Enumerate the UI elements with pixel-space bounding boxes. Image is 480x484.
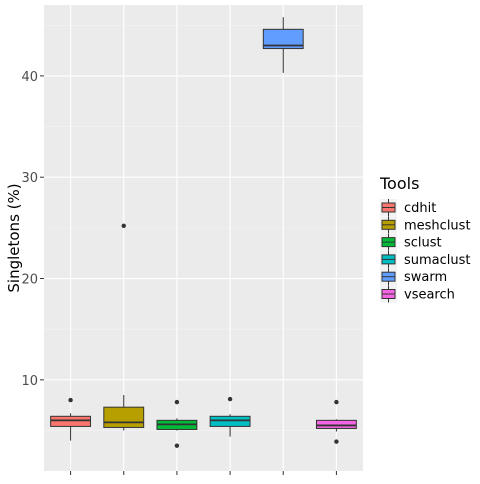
outlier-point bbox=[334, 399, 339, 405]
outlier-point bbox=[174, 399, 180, 405]
legend-label: swarm bbox=[404, 270, 447, 285]
legend-label: sumaclust bbox=[404, 253, 471, 268]
box-iqr bbox=[209, 415, 251, 427]
y-tick-label: 30 bbox=[21, 171, 38, 186]
legend-item-meshclust: meshclust bbox=[380, 216, 471, 234]
y-axis-label: Singletons (%) bbox=[5, 183, 23, 292]
legend-item-cdhit: cdhit bbox=[380, 199, 436, 216]
legend-item-vsearch: vsearch bbox=[380, 285, 455, 303]
legend-label: cdhit bbox=[404, 201, 436, 216]
legend-label: meshclust bbox=[404, 218, 471, 233]
outlier-point bbox=[334, 439, 339, 444]
axis-layer: 10 20 30 40 bbox=[21, 70, 337, 475]
y-tick-label: 40 bbox=[21, 70, 38, 85]
legend-item-sumaclust: sumaclust bbox=[380, 250, 471, 268]
box-meshclust bbox=[103, 223, 145, 431]
legend-item-swarm: swarm bbox=[380, 268, 447, 286]
box-sumaclust bbox=[209, 396, 251, 437]
legend-label: vsearch bbox=[404, 288, 455, 303]
box-iqr bbox=[50, 415, 92, 427]
outlier-point bbox=[68, 397, 73, 403]
box-vsearch bbox=[315, 399, 357, 444]
legend: Tools cdhit meshclust sclust sumaclust swarm… bbox=[379, 174, 471, 303]
outlier-point bbox=[174, 443, 180, 448]
box-cdhit bbox=[50, 397, 92, 441]
box-swarm bbox=[262, 17, 304, 73]
grid-layer bbox=[44, 5, 363, 471]
box-sclust bbox=[156, 399, 198, 448]
panel-background bbox=[44, 5, 363, 471]
outlier-point bbox=[121, 223, 126, 229]
box-iqr bbox=[103, 406, 145, 428]
legend-label: sclust bbox=[404, 236, 442, 251]
y-tick-label: 10 bbox=[21, 374, 38, 389]
box-layer bbox=[50, 17, 357, 448]
legend-item-sclust: sclust bbox=[380, 233, 442, 251]
outlier-point bbox=[227, 396, 233, 402]
legend-title: Tools bbox=[379, 174, 419, 193]
box-iqr bbox=[315, 419, 357, 429]
box-iqr bbox=[262, 28, 304, 50]
y-tick-label: 20 bbox=[21, 273, 38, 288]
